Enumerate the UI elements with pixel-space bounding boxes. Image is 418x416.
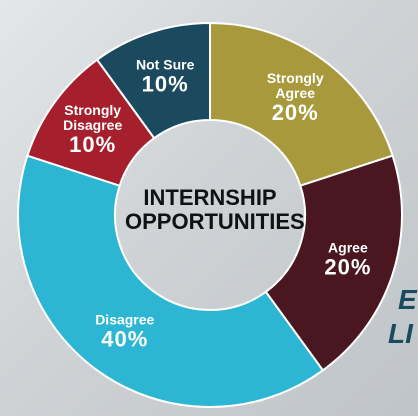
slice-label: Disagree 40% [80,311,170,352]
value-label: 20% [271,99,319,125]
donut-slice [17,154,325,408]
category-label: Strongly Agree [266,69,324,101]
donut-slice [95,21,211,140]
category-label: Disagree [95,311,155,328]
slice-label: Not Sure 10% [120,56,210,97]
value-label: 10% [69,131,117,157]
value-label: 20% [324,254,372,280]
value-label: 10% [141,71,189,97]
donut-slice [209,21,394,187]
donut-slice [264,154,403,372]
slice-label: Strongly Disagree 10% [48,101,138,157]
category-label: Not Sure [136,56,195,73]
chart-title: INTERNSHIP OPPORTUNITIES [125,185,305,234]
value-label: 40% [101,326,149,352]
slice-label: Strongly Agree 20% [250,69,340,125]
category-label: Strongly Disagree [63,101,123,133]
slice-label: Agree 20% [303,240,393,279]
background-text: LI [388,318,413,349]
background-text: E [398,284,417,315]
category-label: Agree [328,239,368,256]
